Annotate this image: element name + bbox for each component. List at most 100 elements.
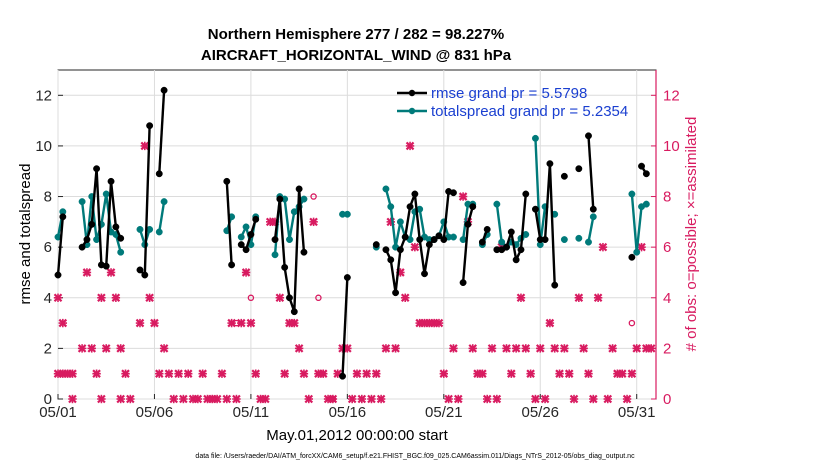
series-totalspread-point xyxy=(155,228,163,236)
obs-assimilated-marker xyxy=(540,394,550,404)
obs-assimilated-marker xyxy=(169,394,179,404)
series-rmse-point xyxy=(430,236,438,244)
series-totalspread-line xyxy=(158,201,166,233)
series-rmse-point xyxy=(252,215,260,223)
obs-assimilated-marker xyxy=(492,394,502,404)
obs-assimilated-marker xyxy=(179,394,188,404)
obs-assimilated-marker xyxy=(275,293,285,303)
series-totalspread-point xyxy=(343,210,351,218)
series-lines xyxy=(54,86,650,380)
chart-subtitle: AIRCRAFT_HORIZONTAL_WIND @ 831 hPa xyxy=(201,47,512,64)
obs-assimilated-marker xyxy=(53,293,63,303)
series-totalspread-line xyxy=(587,216,595,243)
x-tick-label: 05/26 xyxy=(521,404,559,421)
series-rmse-point xyxy=(531,205,539,213)
obs-assimilated-marker xyxy=(593,293,603,303)
series-rmse-point xyxy=(469,203,477,211)
series-totalspread-point xyxy=(396,218,404,226)
obs-assimilated-marker xyxy=(410,242,420,252)
series-rmse-point xyxy=(560,172,568,180)
series-rmse-point xyxy=(585,132,592,140)
series-rmse-point xyxy=(54,271,62,279)
series-rmse-point xyxy=(339,372,346,380)
obs-assimilated-marker xyxy=(482,394,492,404)
series-rmse-line xyxy=(56,216,65,276)
obs-assimilated-marker xyxy=(304,394,314,404)
series-rmse-point xyxy=(141,271,149,279)
obs-assimilated-marker xyxy=(550,344,560,353)
obs-assimilated-marker xyxy=(381,344,391,353)
obs-assimilated-marker xyxy=(92,369,101,378)
obs-assimilated-marker xyxy=(294,344,304,353)
y-left-tick-label: 6 xyxy=(44,239,52,256)
obs-assimilated-marker xyxy=(521,344,531,353)
x-tick-label: 05/11 xyxy=(233,404,269,421)
obs-possible-marker xyxy=(310,193,317,200)
series-rmse-point xyxy=(435,232,443,240)
series-totalspread-point xyxy=(531,134,539,142)
x-tick-label: 05/21 xyxy=(425,404,463,421)
y-right-tick-label: 4 xyxy=(663,290,671,307)
obs-assimilated-marker xyxy=(222,394,232,404)
obs-assimilated-marker xyxy=(439,369,449,378)
series-rmse-point xyxy=(483,225,491,233)
obs-assimilated-marker xyxy=(236,318,246,328)
legend-totalspread-marker xyxy=(408,107,416,115)
obs-assimilated-marker xyxy=(400,293,410,303)
obs-assimilated-marker xyxy=(526,369,535,378)
obs-assimilated-marker xyxy=(372,369,381,378)
obs-assimilated-marker xyxy=(367,394,376,404)
series-rmse-point xyxy=(522,190,530,198)
obs-assimilated-marker xyxy=(97,394,106,404)
series-rmse-point xyxy=(223,177,231,185)
obs-count-markers xyxy=(53,141,656,404)
series-totalspread-point xyxy=(300,195,308,203)
obs-assimilated-marker xyxy=(579,344,588,353)
series-totalspread-point xyxy=(589,213,597,221)
obs-assimilated-marker xyxy=(97,293,106,303)
series-totalspread-point xyxy=(242,223,250,231)
obs-assimilated-marker xyxy=(444,394,453,404)
series-rmse-point xyxy=(425,241,433,249)
obs-assimilated-marker xyxy=(227,318,236,328)
obs-assimilated-marker xyxy=(516,293,526,303)
footnote: data file: /Users/raeder/DAI/ATM_forcXX/… xyxy=(195,453,635,460)
obs-assimilated-marker xyxy=(193,394,203,404)
series-rmse-point xyxy=(136,266,144,274)
series-rmse-point xyxy=(102,262,110,270)
obs-assimilated-marker xyxy=(458,192,468,201)
series-totalspread-point xyxy=(290,208,298,216)
series-rmse-point xyxy=(416,236,424,244)
obs-assimilated-marker xyxy=(212,394,222,404)
series-rmse-point xyxy=(628,253,636,261)
obs-assimilated-marker xyxy=(453,394,463,404)
series-rmse-point xyxy=(406,203,414,211)
series-rmse-point xyxy=(575,165,583,173)
x-tick-label: 05/01 xyxy=(39,404,77,421)
y-left-tick-label: 2 xyxy=(44,340,52,357)
obs-assimilated-marker xyxy=(362,369,371,378)
series-rmse-point xyxy=(642,170,650,178)
obs-assimilated-marker xyxy=(299,369,309,378)
series-rmse-point xyxy=(343,274,351,281)
obs-assimilated-marker xyxy=(309,217,318,227)
y-right-tick-label: 12 xyxy=(663,87,680,104)
series-rmse-point xyxy=(551,281,559,289)
obs-assimilated-marker xyxy=(140,141,150,151)
series-rmse-point xyxy=(160,86,168,94)
obs-assimilated-marker xyxy=(555,369,564,378)
series-rmse-point xyxy=(155,170,163,178)
series-rmse-point xyxy=(78,243,86,251)
obs-assimilated-marker xyxy=(101,344,111,353)
series-rmse-point xyxy=(517,246,525,254)
obs-assimilated-marker xyxy=(174,369,183,378)
series-totalspread-point xyxy=(633,248,641,256)
obs-assimilated-marker xyxy=(116,394,125,404)
series-rmse xyxy=(54,86,650,380)
series-totalspread-point xyxy=(642,200,650,208)
obs-assimilated-marker xyxy=(198,369,207,378)
y-right-tick-label: 6 xyxy=(663,239,671,256)
series-totalspread-point xyxy=(102,190,110,198)
series-rmse-point xyxy=(83,236,91,244)
